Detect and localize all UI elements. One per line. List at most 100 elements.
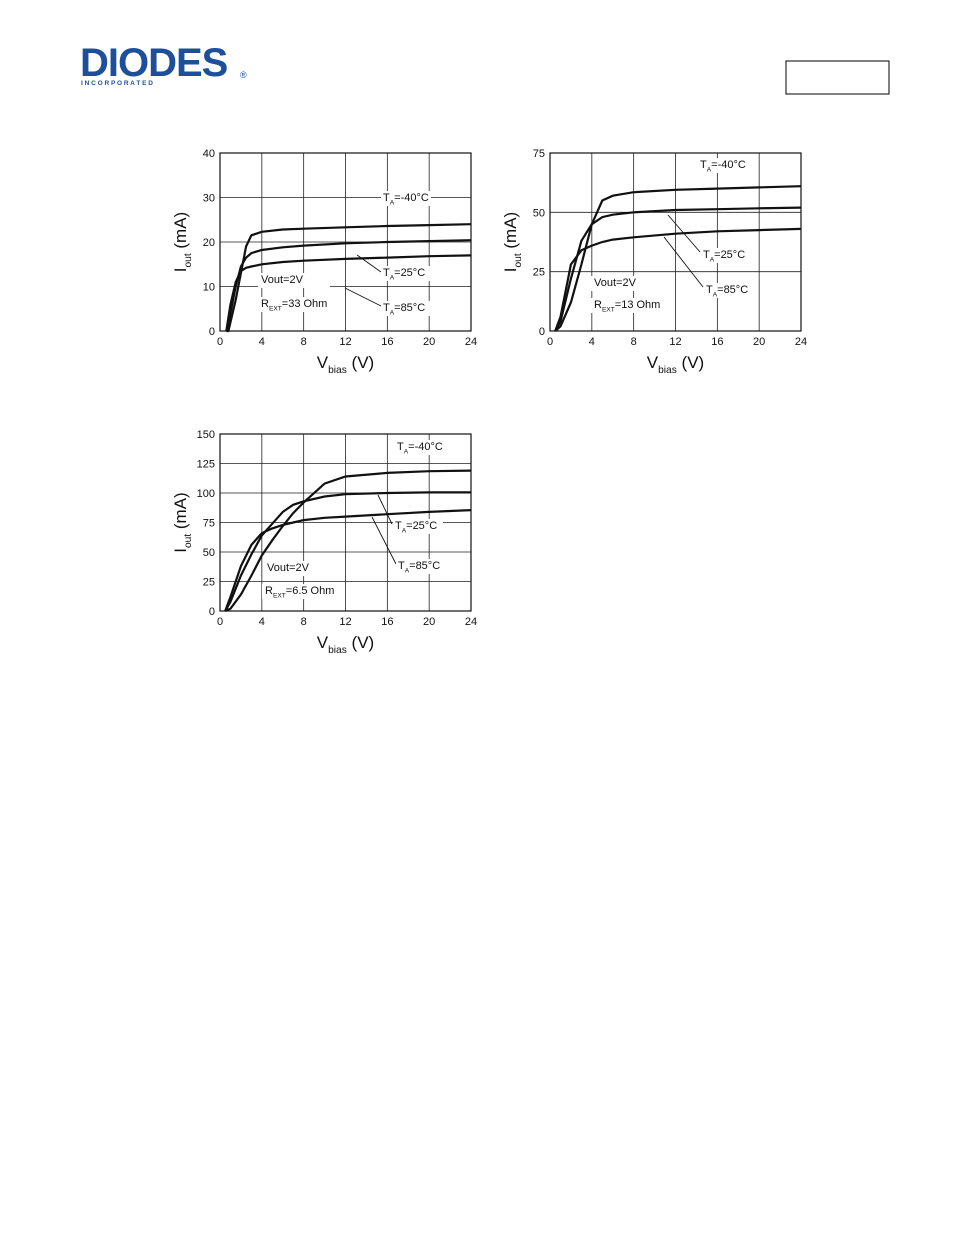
curve-label-symbol: T [706, 284, 713, 296]
annotation-sub: EXT [602, 306, 615, 313]
curve-label-text: =25°C [394, 267, 425, 279]
y-axis-title-text: (mA) [501, 212, 520, 254]
x-tick-label: 16 [381, 616, 393, 628]
annotation-text: =13 Ohm [615, 299, 661, 311]
logo-tagline: I N C O R P O R A T E D [81, 80, 153, 87]
x-axis-title-sub: bias [328, 365, 347, 376]
annotation-sub: EXT [269, 305, 282, 312]
x-tick-label: 20 [423, 336, 435, 348]
annotation: Vout=2V [261, 274, 304, 286]
y-tick-label: 100 [197, 488, 215, 500]
curve-label-symbol: T [397, 441, 404, 453]
annotation-text: =6.5 Ohm [286, 585, 335, 597]
y-tick-label: 50 [203, 547, 215, 559]
x-axis-title-sub: bias [328, 645, 347, 656]
curve-label-symbol: T [383, 192, 390, 204]
curve-label: TA=-40°C [700, 159, 746, 173]
annotation-symbol: R [261, 298, 269, 310]
curve-label-text: =85°C [717, 284, 748, 296]
y-tick-label: 0 [209, 606, 215, 618]
series-line [554, 206, 802, 332]
y-axis-title-sub: out [183, 534, 194, 548]
y-axis-title-symbol: I [171, 267, 190, 272]
annotation: REXT=6.5 Ohm [265, 585, 334, 599]
annotation: Vout=2V [267, 562, 310, 574]
annotation-symbol: R [265, 585, 273, 597]
label-bg [381, 266, 431, 281]
x-axis-title-symbol: V [647, 353, 659, 372]
curve-label: TA=-40°C [397, 441, 443, 455]
y-axis-title-text: (mA) [171, 212, 190, 254]
label-bg [395, 440, 445, 455]
curve-label-sub: A [710, 256, 715, 263]
annotation-symbol: R [594, 299, 602, 311]
leader-line [371, 516, 397, 565]
x-tick-label: 12 [339, 336, 351, 348]
x-tick-label: 8 [631, 336, 637, 348]
annotation-sub: EXT [273, 592, 286, 599]
curve-label-sub: A [402, 527, 407, 534]
y-tick-label: 0 [539, 326, 545, 338]
leader-line [663, 236, 704, 288]
x-tick-label: 0 [547, 336, 553, 348]
curve-label-symbol: T [383, 267, 390, 279]
leader-line [377, 494, 393, 525]
x-tick-label: 4 [259, 616, 265, 628]
x-axis-title-symbol: V [317, 353, 329, 372]
curve-label: TA=25°C [703, 249, 745, 263]
x-tick-label: 4 [259, 336, 265, 348]
y-tick-label: 150 [197, 429, 215, 441]
y-axis-title-symbol: I [171, 548, 190, 553]
plot-frame [219, 152, 472, 332]
series-line [554, 185, 802, 332]
series-line [224, 491, 471, 612]
leader-line [344, 287, 382, 307]
leader-line [667, 214, 701, 253]
y-tick-label: 20 [203, 237, 215, 249]
y-tick-label: 10 [203, 282, 215, 294]
x-axis-title: Vbias (V) [647, 353, 704, 376]
curve-label: TA=85°C [706, 284, 748, 298]
x-tick-label: 16 [711, 336, 723, 348]
header-box [785, 60, 890, 95]
label-bg [258, 297, 330, 312]
curve-label-text: =85°C [394, 302, 425, 314]
y-axis-title: Iout (mA) [171, 212, 194, 272]
curve-label-sub: A [390, 199, 395, 206]
y-axis-title-symbol: I [501, 267, 520, 272]
curve-label-sub: A [404, 448, 409, 455]
curve-label-symbol: T [703, 249, 710, 261]
curve-label-symbol: T [700, 159, 707, 171]
y-axis-title: Iout (mA) [501, 212, 524, 272]
x-tick-label: 12 [339, 616, 351, 628]
curve-label-sub: A [713, 291, 718, 298]
series-line [224, 509, 472, 612]
x-tick-label: 24 [465, 336, 477, 348]
y-axis-title: Iout (mA) [171, 492, 194, 552]
x-axis-title-text: (V) [677, 353, 704, 372]
x-tick-label: 8 [301, 616, 307, 628]
curve-label-text: =-40°C [711, 159, 746, 171]
curve-label-text: =25°C [406, 520, 437, 532]
y-axis-title-text: (mA) [171, 492, 190, 534]
x-tick-label: 0 [217, 336, 223, 348]
plot-frame [219, 433, 472, 612]
y-tick-label: 40 [203, 148, 215, 160]
label-bg [381, 301, 431, 316]
curve-label-symbol: T [398, 560, 405, 572]
label-bg [591, 276, 663, 291]
label-bg [704, 283, 754, 298]
x-tick-label: 12 [669, 336, 681, 348]
curve-label-sub: A [405, 567, 410, 574]
y-axis-title-sub: out [183, 253, 194, 267]
x-tick-label: 16 [381, 336, 393, 348]
series-line [554, 227, 802, 332]
x-tick-label: 24 [465, 616, 477, 628]
curve-label: TA=85°C [398, 560, 440, 574]
annotation-text: =33 Ohm [282, 298, 328, 310]
x-tick-label: 20 [423, 616, 435, 628]
x-axis-title-symbol: V [317, 633, 329, 652]
curve-label-text: =-40°C [394, 192, 429, 204]
